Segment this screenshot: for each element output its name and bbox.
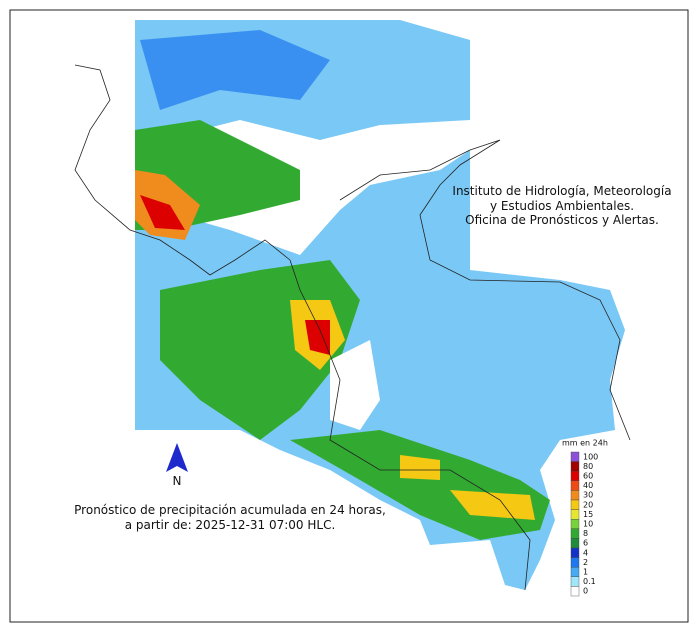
legend-swatch (570, 480, 580, 491)
legend-label: 4 (583, 548, 588, 557)
legend-swatch (570, 509, 580, 520)
legend-label: 1 (583, 568, 588, 577)
border (339, 139, 631, 441)
legend-swatch (570, 451, 580, 462)
caption-line: a partir de: 2025-12-31 07:00 HLC. (125, 518, 336, 532)
legend-swatch (570, 528, 580, 539)
legend-label: 20 (583, 500, 593, 509)
info-block: Instituto de Hidrología, Meteorología y … (452, 184, 671, 227)
very-heavy-rain-area (140, 195, 185, 230)
rain-area (140, 30, 330, 110)
legend-label: 80 (583, 462, 593, 471)
legend-swatch (570, 490, 580, 501)
legend-swatch (570, 499, 580, 510)
caption: Pronóstico de precipitación acumulada en… (74, 503, 386, 532)
legend-label: 60 (583, 472, 593, 481)
legend-label: 100 (583, 452, 598, 461)
legend-swatch (570, 471, 580, 482)
legend-label: 30 (583, 491, 593, 500)
legend-swatch (570, 538, 580, 549)
moderate-rain-area (400, 455, 440, 480)
legend-title: mm en 24h (562, 439, 608, 448)
coastline (74, 64, 291, 276)
caption-line: Pronóstico de precipitación acumulada en… (74, 503, 386, 517)
legend-label: 2 (583, 558, 588, 567)
legend-swatch (570, 557, 580, 568)
legend-swatch (570, 567, 580, 578)
north-label: N (173, 474, 182, 488)
legend-label: 0.1 (583, 577, 596, 586)
very-heavy-rain-area (305, 320, 330, 355)
precipitation-field (135, 20, 625, 590)
north-arrow: N (166, 443, 188, 488)
legend-label: 40 (583, 481, 593, 490)
legend-label: 0 (583, 587, 588, 596)
legend-swatch (570, 576, 580, 587)
border (289, 259, 531, 591)
legend-label: 6 (583, 539, 588, 548)
info-line: Oficina de Pronósticos y Alertas. (465, 213, 659, 227)
boundaries (74, 64, 631, 591)
legend-swatch (570, 519, 580, 530)
legend-label: 15 (583, 510, 593, 519)
light-rain-area (135, 20, 625, 590)
arrow (166, 443, 188, 472)
legend-swatch (570, 461, 580, 472)
dry-area (330, 340, 380, 430)
info-line: y Estudios Ambientales. (490, 199, 634, 213)
legend-label: 8 (583, 529, 588, 538)
info-line: Instituto de Hidrología, Meteorología (452, 184, 671, 198)
legend-swatch (570, 547, 580, 558)
legend-swatch (570, 586, 580, 597)
moderate-rain-area (450, 490, 535, 520)
legend-label: 10 (583, 520, 593, 529)
